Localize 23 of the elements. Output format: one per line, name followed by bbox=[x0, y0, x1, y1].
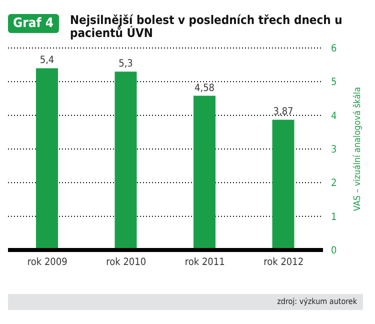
chart-title: Nejsilnější bolest v posledních třech dnech u pacientů ÚVN bbox=[70, 13, 344, 40]
y-tick-label: 2 bbox=[331, 178, 337, 190]
text: Graf 4 bbox=[8, 14, 59, 33]
data-label: 3,87 bbox=[273, 106, 294, 118]
text: zdroj: výzkum autorek bbox=[8, 294, 363, 310]
y-tick-label: 3 bbox=[331, 144, 337, 156]
y-tick-label: 1 bbox=[331, 212, 337, 223]
y-tick-label: 5 bbox=[331, 77, 337, 88]
y-tick-label: 6 bbox=[331, 44, 337, 55]
bar bbox=[114, 72, 137, 250]
data-label: 5,3 bbox=[118, 58, 133, 70]
x-tick-label: rok 2010 bbox=[106, 257, 146, 268]
data-label: 4,58 bbox=[194, 82, 215, 94]
bar bbox=[272, 120, 294, 250]
y-axis-title: VAS – vizuální analogová škála bbox=[352, 86, 364, 212]
x-tick-label: rok 2012 bbox=[264, 257, 304, 268]
data-label: 5,4 bbox=[40, 55, 54, 66]
bar bbox=[194, 96, 216, 250]
y-tick-label: 4 bbox=[331, 110, 337, 122]
bar bbox=[36, 68, 58, 250]
x-tick-label: rok 2011 bbox=[184, 257, 225, 268]
y-tick-label: 0 bbox=[331, 246, 337, 257]
x-tick-label: rok 2009 bbox=[27, 257, 68, 268]
